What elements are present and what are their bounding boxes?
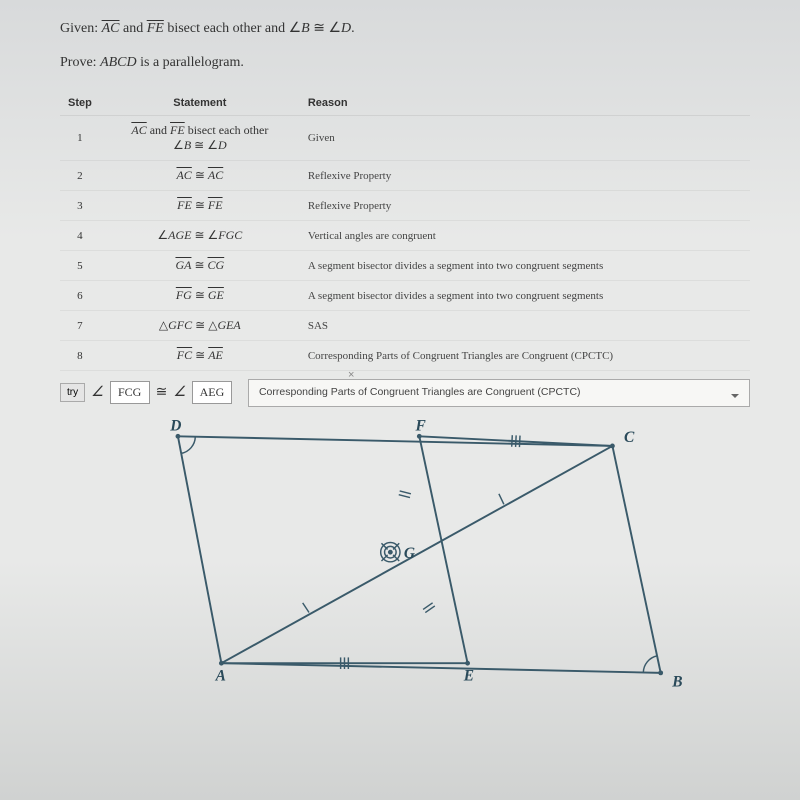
given-prefix: Given: — [60, 21, 102, 36]
col-statement: Statement — [100, 91, 300, 116]
try-button[interactable]: try — [60, 383, 85, 402]
svg-text:C: C — [624, 429, 635, 446]
angle-icon: ∠ — [173, 384, 186, 401]
table-row: 2AC ≅ ACReflexive Property — [60, 161, 750, 191]
statement-cell: FC ≅ AE — [100, 341, 300, 371]
congruent-symbol: ≅ — [156, 384, 168, 401]
svg-text:D: D — [169, 417, 181, 434]
reason-cell: A segment bisector divides a segment int… — [300, 251, 750, 281]
seg-ac: AC — [102, 21, 120, 36]
reason-cell: Vertical angles are congruent — [300, 221, 750, 251]
statement-cell: FG ≅ GE — [100, 281, 300, 311]
svg-text:G: G — [404, 545, 415, 562]
table-row: 8FC ≅ AECorresponding Parts of Congruent… — [60, 341, 750, 371]
svg-text:F: F — [414, 417, 426, 434]
table-row: 4∠AGE ≅ ∠FGCVertical angles are congruen… — [60, 221, 750, 251]
table-row: 3FE ≅ FEReflexive Property — [60, 191, 750, 221]
table-row: 5GA ≅ CGA segment bisector divides a seg… — [60, 251, 750, 281]
col-step: Step — [60, 91, 100, 116]
statement-cell: ∠AGE ≅ ∠FGC — [100, 221, 300, 251]
step-number: 2 — [60, 161, 100, 191]
step-number: 6 — [60, 281, 100, 311]
step-number: 8 — [60, 341, 100, 371]
step-number: 7 — [60, 311, 100, 341]
step-number: 3 — [60, 191, 100, 221]
geometry-diagram: D F C G A E B — [60, 417, 740, 697]
angle-icon: ∠ — [91, 384, 104, 401]
reason-cell: A segment bisector divides a segment int… — [300, 281, 750, 311]
step-number: 5 — [60, 251, 100, 281]
reason-cell: SAS — [300, 311, 750, 341]
table-row: 7△GFC ≅ △GEASAS — [60, 311, 750, 341]
step-number: 1 — [60, 116, 100, 161]
reason-cell: Reflexive Property — [300, 161, 750, 191]
prove-shape: ABCD — [100, 55, 137, 70]
svg-text:B: B — [671, 673, 682, 690]
seg-fe: FE — [147, 21, 164, 36]
reason-cell: Corresponding Parts of Congruent Triangl… — [300, 341, 750, 371]
statement-cell: FE ≅ FE — [100, 191, 300, 221]
statement-cell: AC and FE bisect each other∠B ≅ ∠D — [100, 116, 300, 161]
reason-dropdown[interactable]: Corresponding Parts of Congruent Triangl… — [248, 379, 750, 407]
reason-cell: Given — [300, 116, 750, 161]
proof-table: Step Statement Reason 1AC and FE bisect … — [60, 91, 750, 371]
given-statement: Given: AC and FE bisect each other and ∠… — [60, 20, 750, 37]
angle1-input[interactable]: FCG — [110, 381, 150, 404]
svg-text:A: A — [215, 667, 226, 684]
table-row: 6FG ≅ GEA segment bisector divides a seg… — [60, 281, 750, 311]
step-number: 4 — [60, 221, 100, 251]
statement-cell: AC ≅ AC — [100, 161, 300, 191]
prove-statement: Prove: ABCD is a parallelogram. — [60, 55, 750, 71]
angle2-input[interactable]: AEG — [192, 381, 232, 404]
statement-cell: △GFC ≅ △GEA — [100, 311, 300, 341]
col-reason: Reason — [300, 91, 750, 116]
table-row: 1AC and FE bisect each other∠B ≅ ∠DGiven — [60, 116, 750, 161]
svg-text:E: E — [463, 667, 474, 684]
try-row: × try ∠ FCG ≅ ∠ AEG Corresponding Parts … — [60, 379, 750, 407]
reason-cell: Reflexive Property — [300, 191, 750, 221]
statement-cell: GA ≅ CG — [100, 251, 300, 281]
